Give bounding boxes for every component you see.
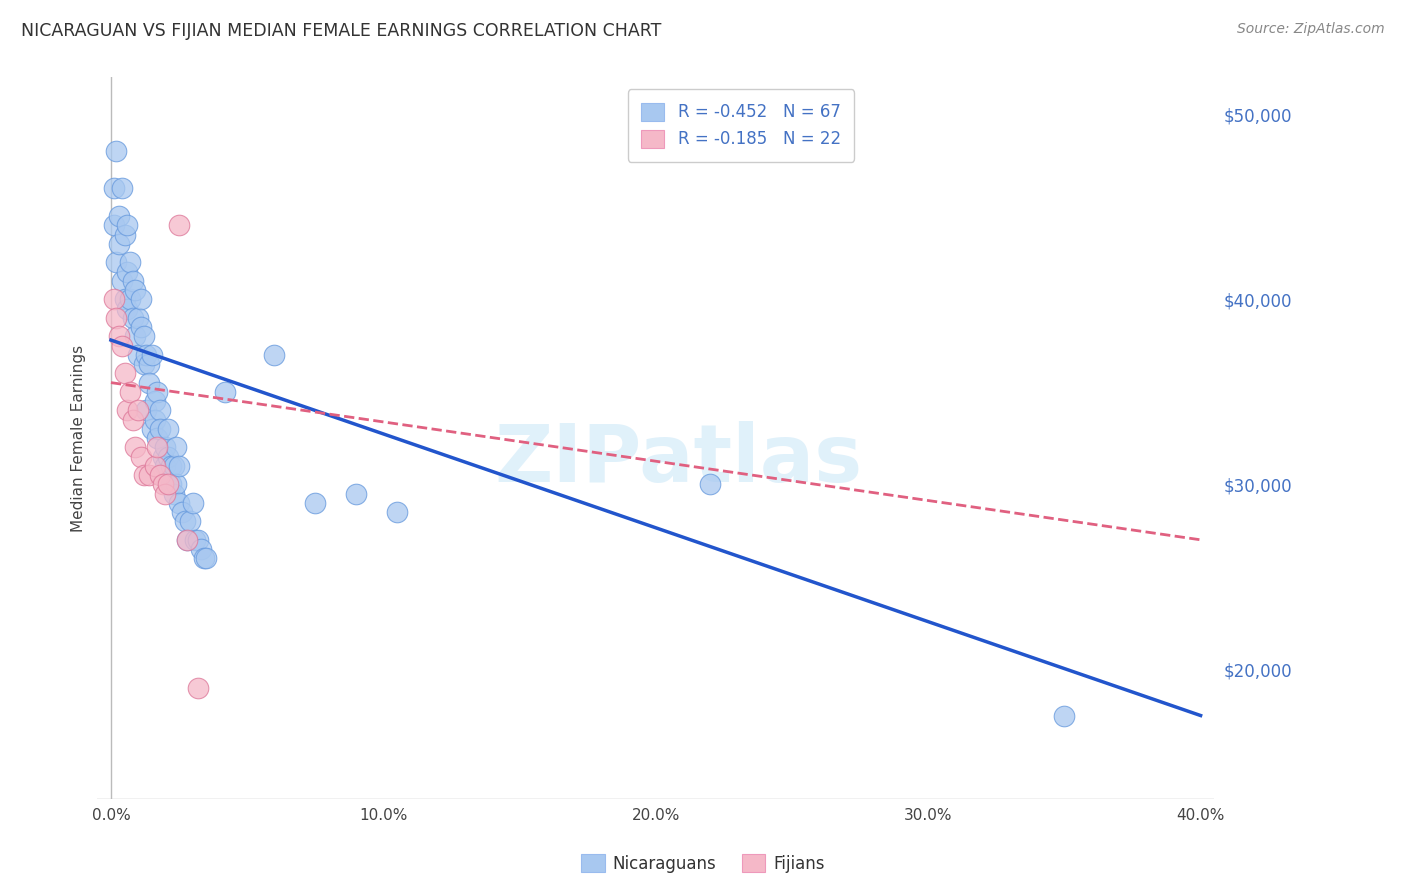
Point	[132, 357, 155, 371]
Point	[129, 320, 152, 334]
Point	[155, 458, 177, 473]
Point	[149, 403, 172, 417]
Point	[170, 505, 193, 519]
Point	[160, 477, 183, 491]
Point	[149, 422, 172, 436]
Point	[138, 468, 160, 483]
Point	[132, 468, 155, 483]
Point	[108, 329, 131, 343]
Point	[127, 310, 149, 325]
Point	[117, 265, 139, 279]
Text: Source: ZipAtlas.com: Source: ZipAtlas.com	[1237, 22, 1385, 37]
Point	[114, 293, 136, 307]
Y-axis label: Median Female Earnings: Median Female Earnings	[72, 344, 86, 532]
Point	[152, 477, 174, 491]
Point	[121, 310, 143, 325]
Point	[304, 496, 326, 510]
Point	[118, 384, 141, 399]
Point	[105, 255, 128, 269]
Point	[167, 219, 190, 233]
Point	[193, 551, 215, 566]
Point	[146, 431, 169, 445]
Point	[195, 551, 218, 566]
Point	[181, 496, 204, 510]
Point	[114, 367, 136, 381]
Point	[141, 348, 163, 362]
Point	[344, 486, 367, 500]
Point	[187, 533, 209, 547]
Point	[385, 505, 408, 519]
Point	[179, 514, 201, 528]
Point	[165, 477, 187, 491]
Point	[117, 403, 139, 417]
Point	[167, 496, 190, 510]
Point	[176, 533, 198, 547]
Point	[111, 274, 134, 288]
Point	[138, 357, 160, 371]
Point	[103, 219, 125, 233]
Point	[190, 542, 212, 557]
Point	[263, 348, 285, 362]
Point	[108, 236, 131, 251]
Point	[141, 422, 163, 436]
Point	[111, 338, 134, 352]
Point	[1053, 708, 1076, 723]
Point	[118, 255, 141, 269]
Point	[160, 458, 183, 473]
Point	[187, 681, 209, 695]
Point	[155, 441, 177, 455]
Point	[127, 403, 149, 417]
Point	[124, 441, 146, 455]
Point	[103, 181, 125, 195]
Point	[105, 310, 128, 325]
Point	[135, 403, 157, 417]
Point	[108, 209, 131, 223]
Point	[143, 412, 166, 426]
Point	[173, 514, 195, 528]
Point	[132, 329, 155, 343]
Text: ZIPatlas: ZIPatlas	[494, 421, 862, 499]
Point	[157, 422, 180, 436]
Point	[162, 458, 184, 473]
Point	[135, 348, 157, 362]
Point	[167, 458, 190, 473]
Legend: Nicaraguans, Fijians: Nicaraguans, Fijians	[575, 847, 831, 880]
Point	[138, 376, 160, 390]
Point	[157, 477, 180, 491]
Legend: R = -0.452   N = 67, R = -0.185   N = 22: R = -0.452 N = 67, R = -0.185 N = 22	[627, 89, 853, 161]
Point	[176, 533, 198, 547]
Point	[149, 468, 172, 483]
Text: NICARAGUAN VS FIJIAN MEDIAN FEMALE EARNINGS CORRELATION CHART: NICARAGUAN VS FIJIAN MEDIAN FEMALE EARNI…	[21, 22, 661, 40]
Point	[146, 441, 169, 455]
Point	[129, 293, 152, 307]
Point	[143, 394, 166, 409]
Point	[117, 301, 139, 316]
Point	[103, 293, 125, 307]
Point	[152, 450, 174, 464]
Point	[118, 293, 141, 307]
Point	[165, 441, 187, 455]
Point	[143, 458, 166, 473]
Point	[111, 181, 134, 195]
Point	[214, 384, 236, 399]
Point	[124, 329, 146, 343]
Point	[157, 450, 180, 464]
Point	[184, 533, 207, 547]
Point	[114, 227, 136, 242]
Point	[155, 486, 177, 500]
Point	[121, 274, 143, 288]
Point	[105, 145, 128, 159]
Point	[127, 348, 149, 362]
Point	[162, 486, 184, 500]
Point	[117, 219, 139, 233]
Point	[146, 384, 169, 399]
Point	[124, 283, 146, 297]
Point	[129, 450, 152, 464]
Point	[121, 412, 143, 426]
Point	[699, 477, 721, 491]
